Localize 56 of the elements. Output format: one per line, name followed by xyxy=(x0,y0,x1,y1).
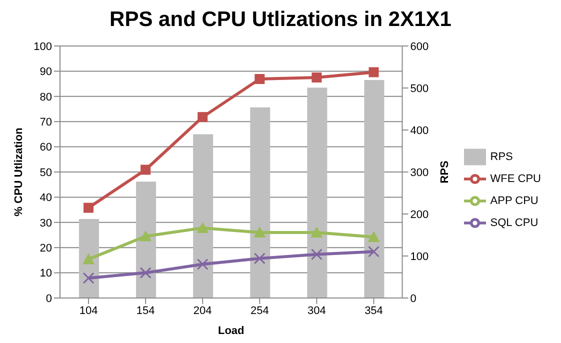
y2-axis-title: RPS xyxy=(439,160,452,184)
y-tick-label: 40 xyxy=(40,192,52,204)
y-tick-label: 50 xyxy=(40,166,52,179)
bar xyxy=(364,80,384,298)
y2-tick-label: 200 xyxy=(410,208,429,221)
bar xyxy=(250,107,270,298)
y2-tick-label: 500 xyxy=(410,82,429,95)
x-tick-label: 154 xyxy=(136,304,155,317)
x-axis-title: Load xyxy=(218,325,244,337)
y-tick-label: 90 xyxy=(40,66,52,78)
point xyxy=(198,112,208,122)
point xyxy=(140,267,152,279)
y2-tick-label: 0 xyxy=(410,292,416,305)
bar xyxy=(307,88,328,298)
legend-label: APP CPU xyxy=(490,195,538,207)
bar xyxy=(136,182,156,298)
chart-title: RPS and CPU Utlizations in 2X1X1 xyxy=(108,8,452,33)
y2-tick-label: 300 xyxy=(410,166,429,179)
point xyxy=(254,226,266,238)
y2-tick-label: 100 xyxy=(410,250,429,263)
y-tick-label: 60 xyxy=(40,142,52,154)
bar xyxy=(193,134,214,298)
bar xyxy=(79,219,99,298)
point xyxy=(82,253,95,264)
point xyxy=(196,258,208,270)
y-tick-label: 70 xyxy=(40,116,52,129)
y-axis-title: % CPU Utlization xyxy=(12,127,25,216)
legend-label: WFE CPU xyxy=(490,172,541,185)
point xyxy=(310,248,322,260)
y2-tick-label: 600 xyxy=(410,40,429,53)
point xyxy=(254,252,266,264)
point xyxy=(196,222,209,233)
y-tick-label: 30 xyxy=(40,217,52,230)
point xyxy=(82,272,94,284)
legend-label: SQL CPU xyxy=(490,217,538,230)
x-tick-label: 304 xyxy=(308,304,326,317)
point xyxy=(140,164,151,175)
point xyxy=(368,67,379,78)
point xyxy=(84,202,94,213)
point xyxy=(368,246,380,258)
point xyxy=(310,226,323,238)
y2-tick-label: 400 xyxy=(410,124,429,137)
x-tick-label: 204 xyxy=(193,304,212,317)
y-tick-label: 0 xyxy=(46,292,52,305)
point xyxy=(254,74,265,84)
point xyxy=(368,231,380,242)
y-tick-label: 100 xyxy=(34,40,52,53)
x-tick-label: 104 xyxy=(79,304,98,317)
point xyxy=(312,72,322,82)
y-tick-label: 20 xyxy=(40,242,52,255)
y-tick-label: 80 xyxy=(40,91,52,104)
x-tick-label: 254 xyxy=(250,304,269,317)
point xyxy=(140,230,152,242)
y-tick-label: 10 xyxy=(40,268,52,280)
legend-label: RPS xyxy=(490,150,513,163)
x-tick-label: 354 xyxy=(364,304,383,317)
